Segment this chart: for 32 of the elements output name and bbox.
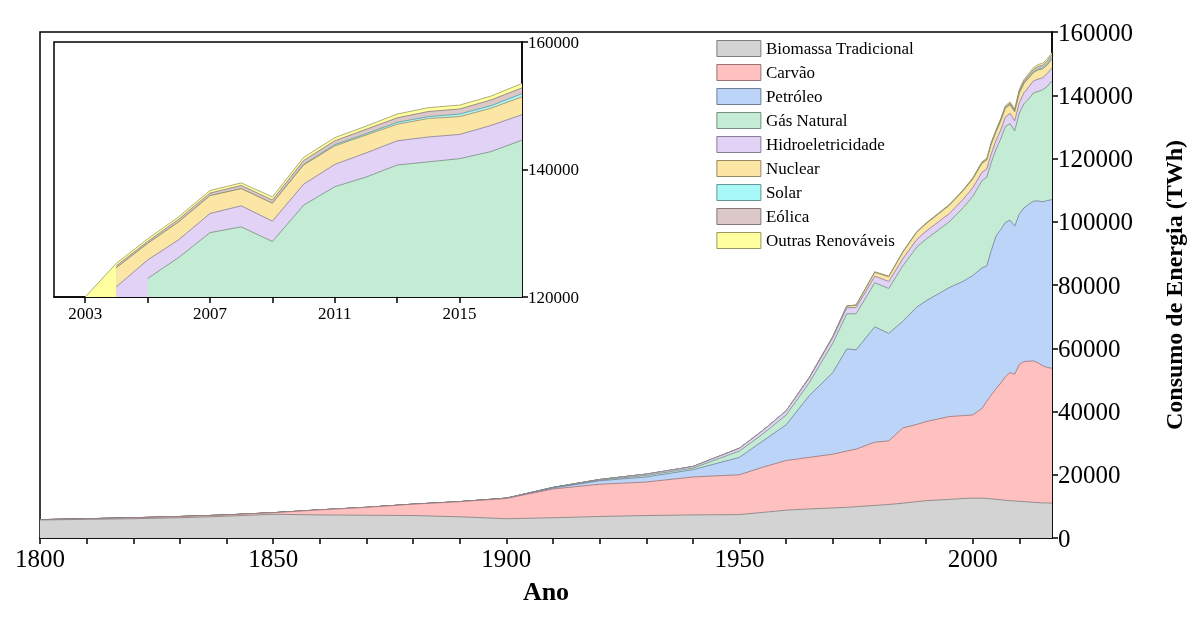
x-tick-label: 1800: [15, 545, 65, 572]
y-tick-label: 20000: [1058, 461, 1121, 489]
x-tick-label: 1950: [714, 545, 765, 572]
y-tick-label: 120000: [1058, 145, 1133, 172]
legend-label: Solar: [765, 183, 803, 202]
legend-label: Outras Renováveis: [765, 231, 895, 250]
legend-label: Gás Natural: [765, 111, 848, 130]
x-axis-title: Ano: [522, 576, 570, 606]
y-tick-label: 80000: [1058, 271, 1121, 299]
y-axis-title: Consumo de Energia (TWh): [1161, 139, 1187, 431]
y-tick-label: 160000: [1058, 18, 1133, 46]
y-tick-label: 40000: [1058, 398, 1121, 425]
legend-label: Eólica: [765, 207, 810, 226]
y-tick-label: 140000: [528, 160, 579, 179]
legend-label: Biomassa Tradicional: [765, 39, 914, 58]
y-tick-label: 100000: [1058, 208, 1133, 236]
x-tick-label: 1850: [248, 545, 299, 572]
x-tick-label: 2003: [68, 304, 103, 323]
y-tick-label: 160000: [528, 32, 579, 52]
x-tick-label: 2011: [318, 304, 352, 323]
x-tick-label: 2007: [193, 304, 228, 323]
legend-label: Petróleo: [765, 87, 823, 106]
x-tick-label: 2000: [947, 545, 998, 572]
x-tick-label: 2015: [442, 304, 477, 323]
legend-label: Carvão: [765, 63, 815, 82]
legend-label: Nuclear: [765, 159, 821, 178]
y-tick-label: 0: [1058, 524, 1071, 552]
legend-label: Hidroeletricidade: [765, 135, 885, 154]
x-tick-label: 1900: [481, 545, 532, 572]
y-tick-label: 120000: [528, 287, 579, 307]
y-tick-label: 60000: [1058, 334, 1121, 362]
y-tick-label: 140000: [1058, 81, 1133, 109]
